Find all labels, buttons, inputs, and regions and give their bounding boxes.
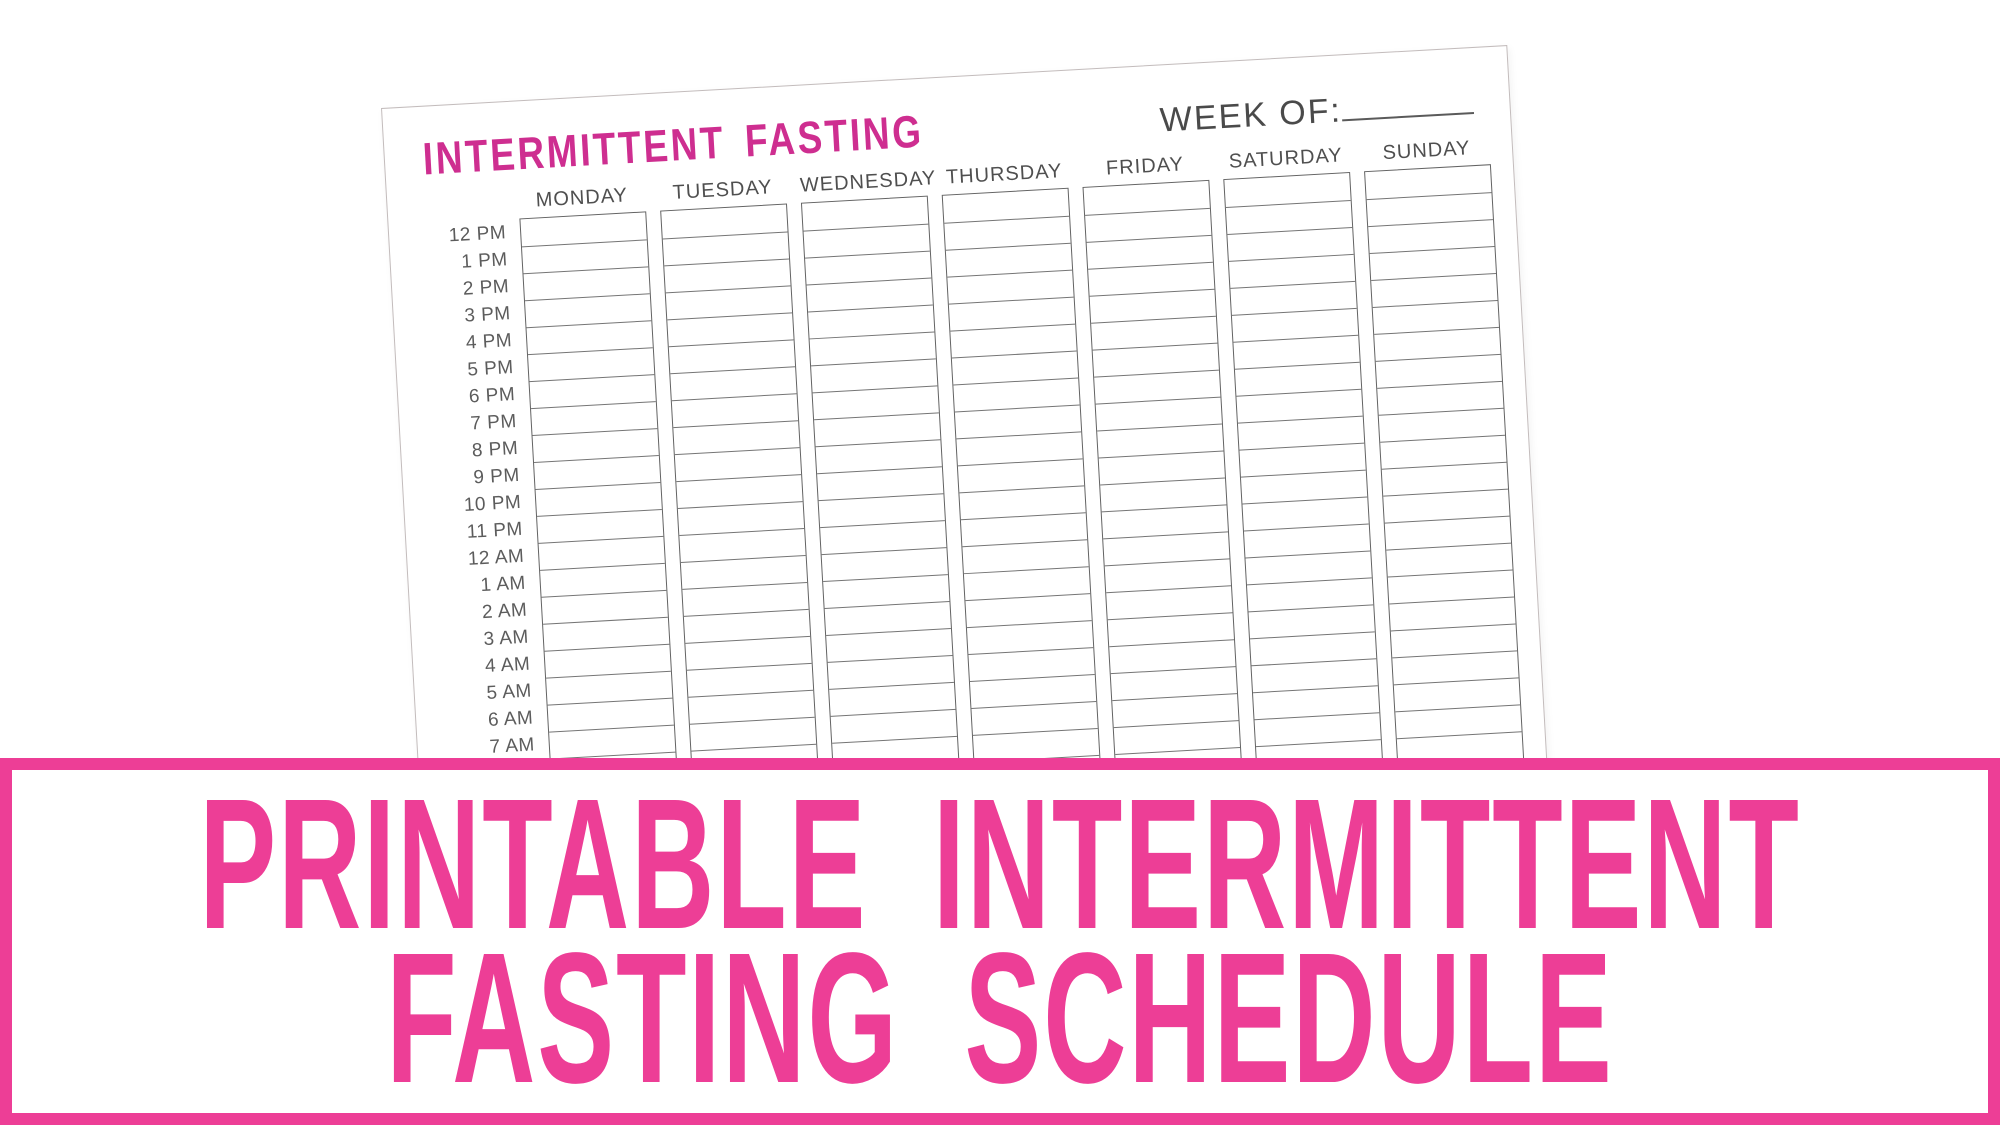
day-label: WEDNESDAY: [799, 167, 937, 197]
day-column: TUESDAY: [658, 174, 824, 860]
day-label: SUNDAY: [1382, 137, 1471, 165]
week-of-field: WEEK OF:: [1158, 86, 1475, 140]
day-label: SATURDAY: [1228, 144, 1344, 173]
banner-line-2: FASTING SCHEDULE: [340, 926, 1660, 1112]
banner-line-1-text: PRINTABLE INTERMITTENT: [199, 761, 1801, 968]
day-column: THURSDAY: [940, 158, 1105, 844]
day-label: TUESDAY: [672, 176, 774, 204]
day-label: MONDAY: [535, 184, 629, 212]
banner-line-1: PRINTABLE INTERMITTENT: [139, 772, 1861, 958]
week-of-blank-line: [1342, 111, 1475, 122]
week-of-label: WEEK OF:: [1158, 91, 1343, 140]
day-column: WEDNESDAY: [799, 166, 965, 852]
day-column: SATURDAY: [1222, 142, 1387, 829]
day-schedule-box: [1082, 179, 1246, 836]
banner-line-2-text: FASTING SCHEDULE: [386, 915, 1614, 1122]
day-label: FRIDAY: [1105, 153, 1185, 180]
day-column: FRIDAY: [1081, 150, 1246, 836]
day-schedule-box: [1364, 164, 1528, 821]
day-schedule-box: [1223, 172, 1387, 829]
day-schedule-box: [800, 195, 965, 852]
day-label: THURSDAY: [945, 160, 1063, 189]
day-column: SUNDAY: [1362, 134, 1528, 821]
caption-banner: PRINTABLE INTERMITTENT FASTING SCHEDULE: [0, 758, 2000, 1125]
times-column: 12 PM 1 PM 2 PM 3 PM 4 PM 5 PM 6 PM 7 PM…: [389, 219, 542, 765]
day-schedule-box: [941, 187, 1105, 844]
